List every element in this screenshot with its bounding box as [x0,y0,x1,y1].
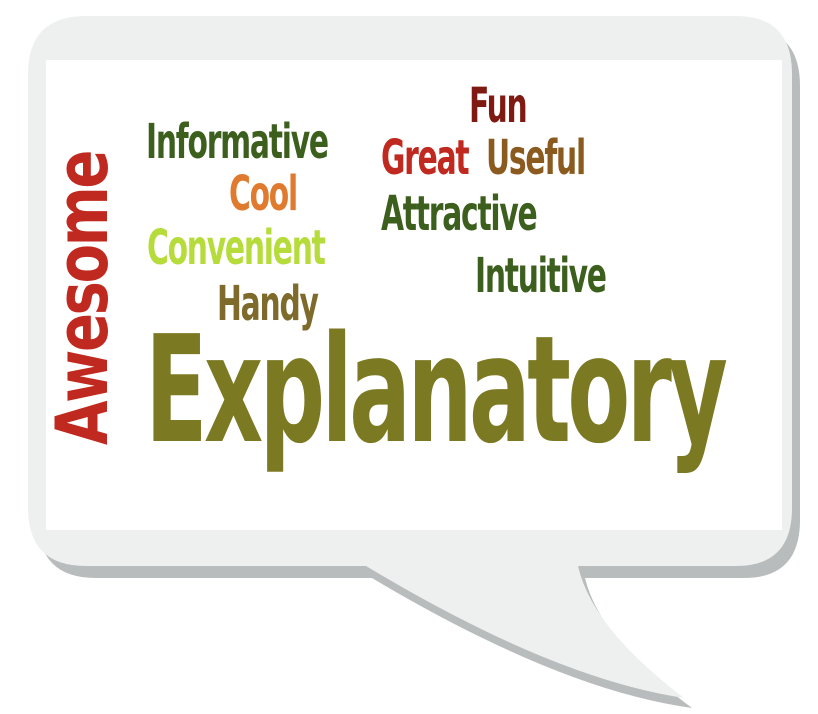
word-intuitive: Intuitive [475,248,607,304]
word-cool: Cool [229,166,298,222]
word-informative: Informative [146,114,329,170]
word-handy: Handy [217,276,319,332]
word-fun: Fun [469,78,528,134]
word-explanatory: Explanatory [145,304,728,476]
word-useful: Useful [486,130,586,186]
word-great: Great [381,130,470,186]
word-convenient: Convenient [147,220,326,276]
word-attractive: Attractive [381,186,538,242]
word-cloud-panel: Awesome Informative Cool Convenient Hand… [46,60,782,530]
word-awesome: Awesome [46,152,124,445]
